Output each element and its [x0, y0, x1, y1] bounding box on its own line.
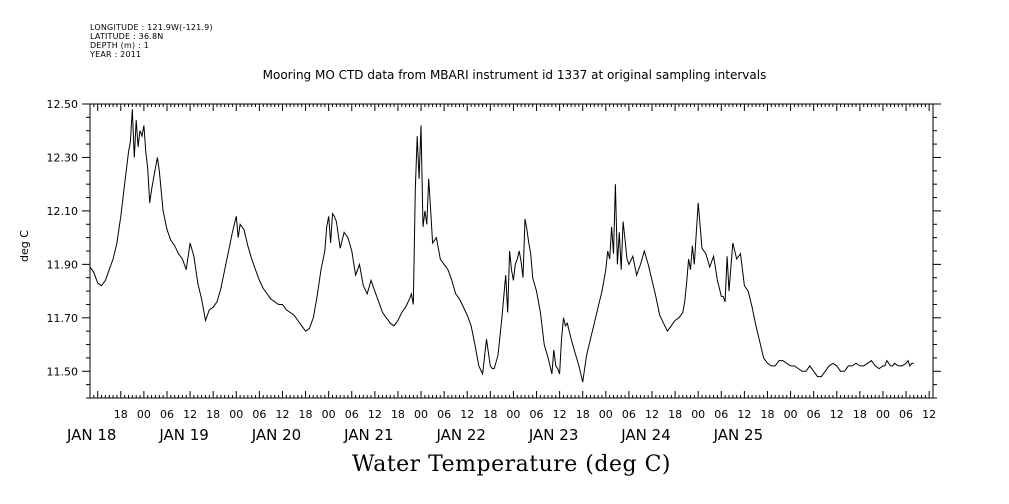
date-label: JAN 23: [528, 426, 579, 444]
tick-group: [82, 103, 941, 399]
x-tick-label: 12: [275, 408, 289, 421]
date-label: JAN 20: [251, 426, 302, 444]
x-tick-label: 00: [876, 408, 890, 421]
y-tick-label: 12.30: [47, 151, 79, 164]
x-tick-label: 18: [206, 408, 220, 421]
x-tick-label: 00: [599, 408, 613, 421]
x-tick-label: 18: [853, 408, 867, 421]
year-label: YEAR : 2011: [90, 50, 142, 59]
date-label: JAN 24: [620, 426, 671, 444]
x-tick-label: 06: [252, 408, 266, 421]
x-tick-label: 00: [137, 408, 151, 421]
x-tick-label: 18: [760, 408, 774, 421]
x-tick-label: 12: [830, 408, 844, 421]
date-label: JAN 25: [713, 426, 764, 444]
x-tick-label: 12: [460, 408, 474, 421]
x-tick-label: 06: [437, 408, 451, 421]
x-tick-label: 06: [622, 408, 636, 421]
depth-label: DEPTH (m) : 1: [90, 41, 149, 50]
x-tick-label: 18: [299, 408, 313, 421]
x-tick-label: 00: [691, 408, 705, 421]
longitude-label: LONGITUDE : 121.9W(-121.9): [90, 23, 213, 32]
date-label: JAN 19: [158, 426, 209, 444]
x-tick-label: 12: [553, 408, 567, 421]
x-tick-label: 00: [414, 408, 428, 421]
x-tick-label: 18: [576, 408, 590, 421]
x-tick-label: 18: [483, 408, 497, 421]
x-tick-label: 00: [506, 408, 520, 421]
date-label: JAN 21: [343, 426, 394, 444]
x-tick-label: 06: [530, 408, 544, 421]
x-tick-label: 12: [183, 408, 197, 421]
x-tick-label: 18: [114, 408, 128, 421]
x-tick-label: 06: [714, 408, 728, 421]
x-tick-label: 18: [668, 408, 682, 421]
x-tick-label: 00: [322, 408, 336, 421]
x-tick-label: 18: [391, 408, 405, 421]
x-tick-label: 06: [160, 408, 174, 421]
y-tick-label: 12.50: [47, 98, 79, 111]
x-axis-label: Water Temperature (deg C): [352, 452, 671, 477]
y-tick-label: 12.10: [47, 205, 79, 218]
x-tick-label: 06: [807, 408, 821, 421]
y-tick-label: 11.50: [47, 365, 79, 378]
x-tick-label: 12: [737, 408, 751, 421]
label-group: 12.50 12.30 12.10 11.90 11.70 11.50 18 00 06 12 18…: [47, 98, 937, 444]
y-tick-label: 11.90: [47, 258, 79, 271]
x-tick-label: 12: [922, 408, 936, 421]
x-tick-label: 06: [345, 408, 359, 421]
date-label: JAN 18: [66, 426, 117, 444]
x-tick-label: 12: [368, 408, 382, 421]
date-label: JAN 22: [435, 426, 486, 444]
x-tick-label: 00: [229, 408, 243, 421]
chart-title: Mooring MO CTD data from MBARI instrumen…: [262, 68, 767, 82]
x-tick-label: 06: [899, 408, 913, 421]
x-tick-label: 12: [645, 408, 659, 421]
temperature-series-line: [89, 109, 914, 383]
y-tick-label: 11.70: [47, 312, 79, 325]
x-tick-label: 00: [784, 408, 798, 421]
latitude-label: LATITUDE : 36.8N: [90, 32, 164, 41]
plot-frame: [89, 103, 934, 399]
